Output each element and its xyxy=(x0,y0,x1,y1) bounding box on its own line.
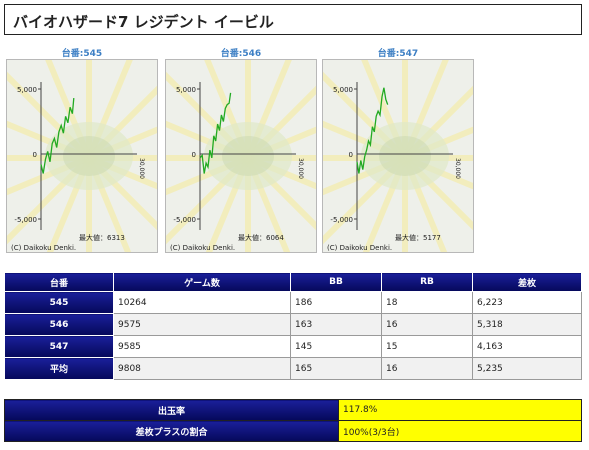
graph-frame: 5,000 0 -5,000 30,000 最大値：6064 (C) Daikoku De… xyxy=(165,59,317,253)
y-tick-label-zero: 0 xyxy=(349,151,353,159)
cell-rb: 16 xyxy=(381,313,473,336)
table-header-row: 台番 ゲーム数 BB RB 差枚 xyxy=(4,272,582,292)
y-tick-label-top: 5,000 xyxy=(333,86,353,94)
payout-rate-label: 出玉率 xyxy=(4,399,339,421)
x-tick-label-end: 30,000 xyxy=(297,158,304,179)
slump-graph: 5,000 0 -5,000 30,000 xyxy=(166,60,316,252)
cell-rb: 15 xyxy=(381,335,473,358)
x-tick-label-end: 30,000 xyxy=(454,158,461,179)
summary-row: 差枚プラスの割合 100%(3/3台) xyxy=(4,420,582,442)
table-row: 平均 9808 165 16 5,235 xyxy=(4,357,582,380)
cell-rb: 16 xyxy=(381,357,473,380)
cell-games: 9575 xyxy=(113,313,291,336)
machine-number: 台番:546 xyxy=(220,49,262,59)
cell-machine: 546 xyxy=(4,313,114,336)
summary-row: 出玉率 117.8% xyxy=(4,399,582,421)
cell-machine: 平均 xyxy=(4,357,114,380)
plus-ratio-value: 100%(3/3台) xyxy=(338,420,582,442)
max-value-label: 最大値：6064 xyxy=(238,234,284,242)
cell-bb: 186 xyxy=(290,291,382,314)
cell-machine: 545 xyxy=(4,291,114,314)
graph-panel: 台番:547 5,000 0 -5,000 30,000 最大値：5177 (C) Daik… xyxy=(322,46,474,253)
cell-games: 10264 xyxy=(113,291,291,314)
slump-graph: 5,000 0 -5,000 30,000 xyxy=(7,60,157,252)
max-value-label: 最大値：5177 xyxy=(395,234,441,242)
graph-frame: 5,000 0 -5,000 30,000 最大値：5177 (C) Daikoku De… xyxy=(322,59,474,253)
cell-machine: 547 xyxy=(4,335,114,358)
y-tick-label-zero: 0 xyxy=(192,151,196,159)
payout-rate-value: 117.8% xyxy=(338,399,582,421)
y-tick-label-zero: 0 xyxy=(33,151,37,159)
header-machine: 台番 xyxy=(4,272,114,292)
graph-frame: 5,000 0 -5,000 30,000 最大値：6313 (C) Daikoku De… xyxy=(6,59,158,253)
background-glow-inner xyxy=(63,136,115,176)
slump-line xyxy=(40,98,75,174)
background-glow-inner xyxy=(379,136,431,176)
header-bb: BB xyxy=(290,272,382,292)
machine-number: 台番:547 xyxy=(377,49,419,59)
slump-line xyxy=(356,87,389,174)
cell-difference: 5,235 xyxy=(472,357,582,380)
cell-games: 9808 xyxy=(113,357,291,380)
y-tick-label-bottom: -5,000 xyxy=(330,216,353,224)
plus-ratio-label: 差枚プラスの割合 xyxy=(4,420,339,442)
header-difference: 差枚 xyxy=(472,272,582,292)
graph-panel: 台番:546 5,000 0 -5,000 30,000 最大値：6064 (C) Daik… xyxy=(165,46,317,253)
table-row: 547 9585 145 15 4,163 xyxy=(4,335,582,358)
y-tick-label-bottom: -5,000 xyxy=(14,216,37,224)
slump-line xyxy=(199,92,232,174)
y-tick-label-bottom: -5,000 xyxy=(173,216,196,224)
cell-bb: 165 xyxy=(290,357,382,380)
background-glow-inner xyxy=(222,136,274,176)
y-tick-label-top: 5,000 xyxy=(17,86,37,94)
summary-table: 出玉率 117.8% 差枚プラスの割合 100%(3/3台) xyxy=(4,399,582,442)
slump-graph: 5,000 0 -5,000 30,000 xyxy=(323,60,473,252)
page-title: バイオハザード7 レジデント イービル xyxy=(13,13,274,31)
header-rb: RB xyxy=(381,272,473,292)
cell-rb: 18 xyxy=(381,291,473,314)
cell-difference: 5,318 xyxy=(472,313,582,336)
y-tick-label-top: 5,000 xyxy=(176,86,196,94)
machine-data-table: 台番 ゲーム数 BB RB 差枚 545 10264 186 18 6,223 546 95… xyxy=(4,272,582,380)
table-row: 545 10264 186 18 6,223 xyxy=(4,291,582,314)
copyright-label: (C) Daikoku Denki. xyxy=(327,244,393,252)
graph-panel: 台番:545 5,000 0 -5,000 30,000 最大値：6313 (C) Daik… xyxy=(6,46,158,253)
copyright-label: (C) Daikoku Denki. xyxy=(11,244,77,252)
max-value-label: 最大値：6313 xyxy=(79,234,125,242)
cell-difference: 6,223 xyxy=(472,291,582,314)
cell-games: 9585 xyxy=(113,335,291,358)
copyright-label: (C) Daikoku Denki. xyxy=(170,244,236,252)
page-title-box: バイオハザード7 レジデント イービル xyxy=(4,4,582,35)
machine-number: 台番:545 xyxy=(61,49,103,59)
x-tick-label-end: 30,000 xyxy=(138,158,145,179)
cell-bb: 163 xyxy=(290,313,382,336)
cell-difference: 4,163 xyxy=(472,335,582,358)
table-row: 546 9575 163 16 5,318 xyxy=(4,313,582,336)
header-games: ゲーム数 xyxy=(113,272,291,292)
cell-bb: 145 xyxy=(290,335,382,358)
